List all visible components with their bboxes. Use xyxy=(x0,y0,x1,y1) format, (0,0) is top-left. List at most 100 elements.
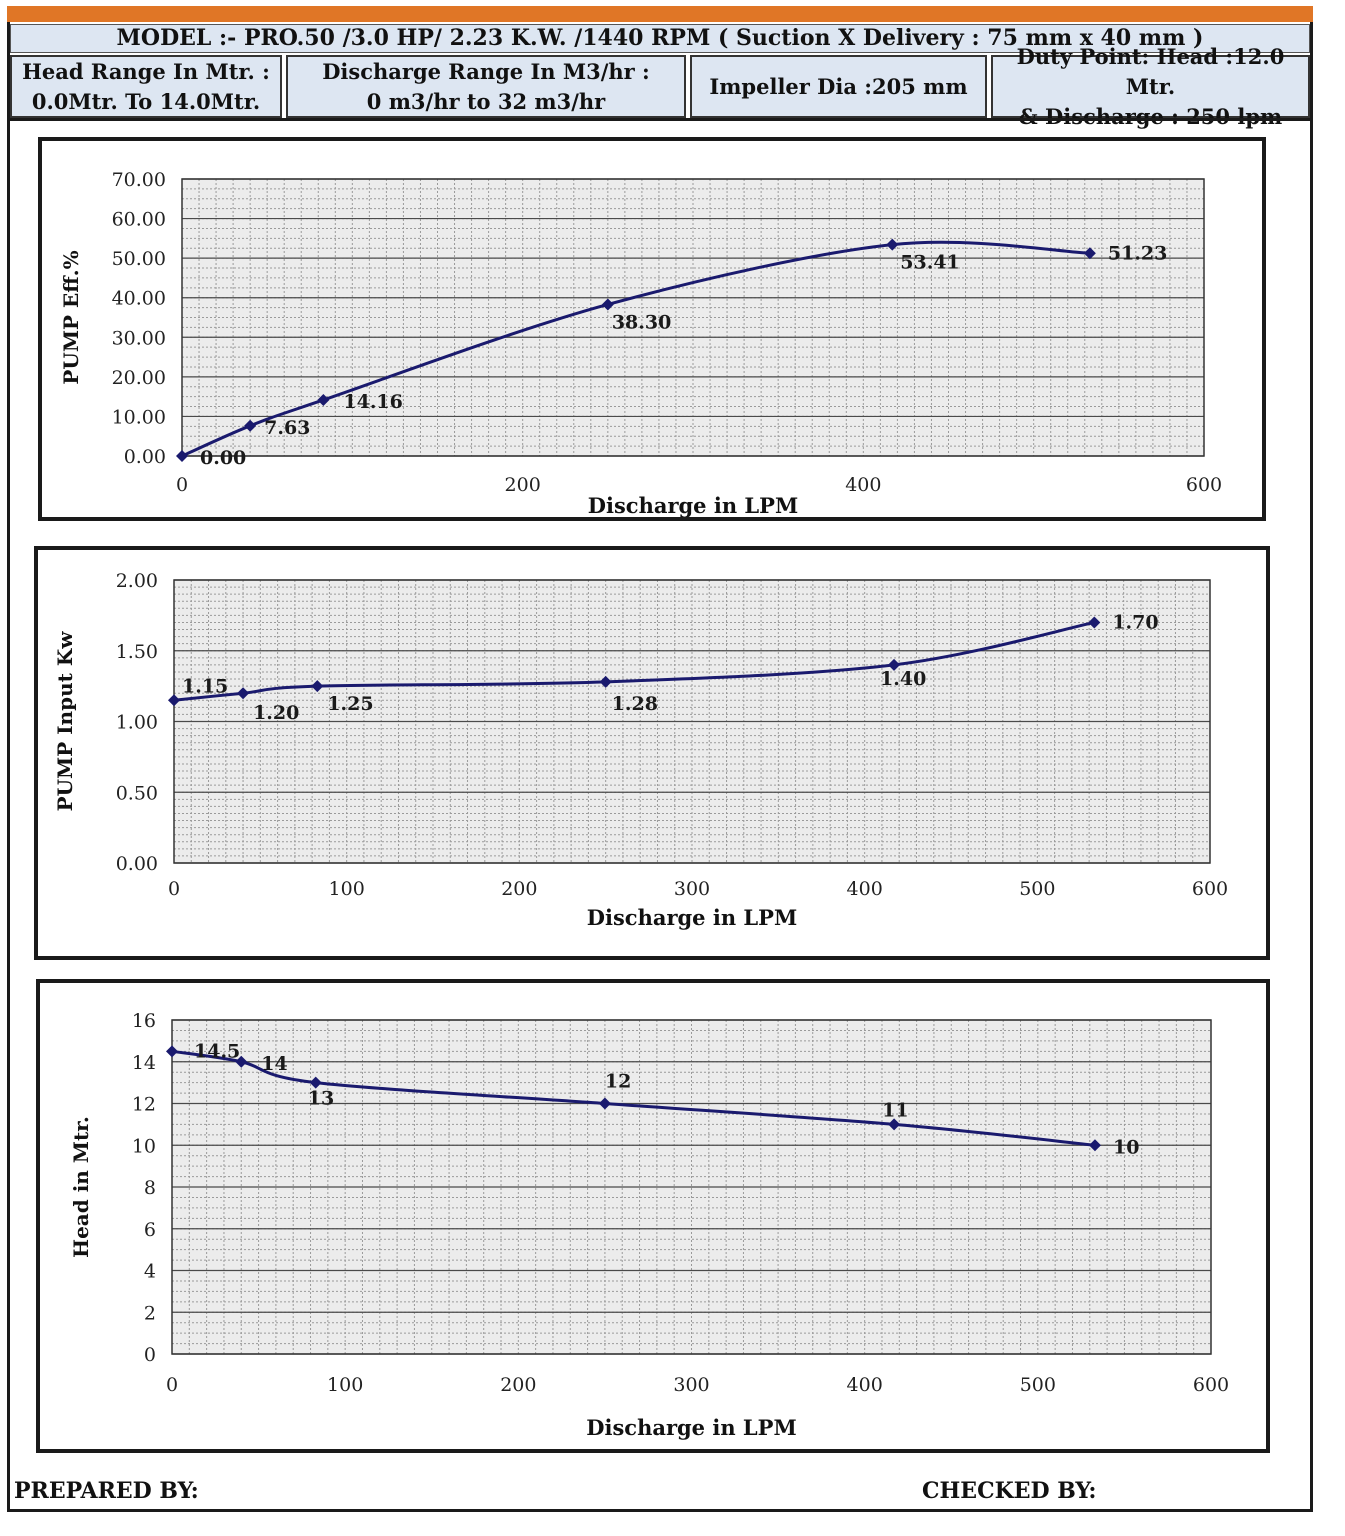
x-tick-label: 300 xyxy=(674,878,710,900)
x-tick-label: 500 xyxy=(1020,1374,1056,1396)
y-tick-label: 1.00 xyxy=(116,712,158,734)
x-tick-label: 400 xyxy=(847,878,883,900)
data-label: 51.23 xyxy=(1108,242,1168,264)
y-tick-label: 14 xyxy=(132,1052,156,1074)
data-label: 14.16 xyxy=(343,391,403,413)
data-label: 0.00 xyxy=(200,447,246,469)
x-tick-label: 600 xyxy=(1192,878,1228,900)
plot-border xyxy=(181,178,1205,457)
data-label: 14.5 xyxy=(194,1040,240,1062)
y-tick-label: 4 xyxy=(144,1261,156,1283)
data-point-marker xyxy=(176,450,188,462)
divider xyxy=(7,118,1313,121)
data-label: 1.15 xyxy=(182,675,228,697)
data-point-marker xyxy=(1083,247,1096,260)
y-tick-label: 0.00 xyxy=(124,446,166,468)
data-point-marker xyxy=(166,1045,178,1058)
page-frame xyxy=(7,6,1313,1512)
x-tick-label: 0 xyxy=(166,1374,178,1396)
x-tick-label: 200 xyxy=(500,1374,536,1396)
x-tick-label: 500 xyxy=(1019,878,1055,900)
data-point-marker xyxy=(309,1076,322,1089)
y-tick-label: 1.50 xyxy=(116,641,158,663)
y-tick-label: 6 xyxy=(144,1219,156,1241)
x-tick-label: 300 xyxy=(673,1374,709,1396)
data-point-marker xyxy=(317,393,330,406)
y-tick-label: 70.00 xyxy=(112,169,166,191)
data-point-marker xyxy=(1088,616,1101,629)
head-chart-panel: 0 2 4 6 8 10 12 14 16 0 100 200 300 400 500 600 Discharg… xyxy=(36,979,1270,1453)
data-label: 1.70 xyxy=(1112,611,1158,633)
plot-border xyxy=(173,579,1211,864)
data-point-marker xyxy=(886,238,899,251)
y-tick-label: 0.00 xyxy=(116,853,158,875)
data-point-marker xyxy=(598,1097,611,1110)
x-tick-label: 200 xyxy=(505,474,541,496)
y-tick-label: 2 xyxy=(144,1302,156,1324)
data-point-marker xyxy=(599,675,612,688)
y-tick-label: 2.00 xyxy=(116,570,158,592)
input-kw-chart-panel: 0.00 0.50 1.00 1.50 2.00 0 100 200 300 400 500 600 D… xyxy=(34,546,1270,960)
y-tick-label: 50.00 xyxy=(112,248,166,270)
y-tick-label: 16 xyxy=(132,1010,156,1032)
data-point-marker xyxy=(237,687,250,700)
data-label: 38.30 xyxy=(612,311,672,333)
plot-area xyxy=(182,179,1204,456)
y-tick-label: 10 xyxy=(132,1135,156,1157)
x-tick-label: 400 xyxy=(845,474,881,496)
y-tick-label: 10.00 xyxy=(112,406,166,428)
spec-line: & Discharge : 250 lpm xyxy=(1018,103,1283,129)
data-point-marker xyxy=(888,658,901,671)
data-label: 12 xyxy=(605,1071,631,1093)
data-label: 53.41 xyxy=(900,252,960,274)
data-point-marker xyxy=(1088,1139,1101,1152)
x-axis-title: Discharge in LPM xyxy=(588,493,798,517)
y-tick-label: 40.00 xyxy=(112,288,166,310)
x-tick-label: 0 xyxy=(168,878,180,900)
data-label: 14 xyxy=(261,1053,287,1075)
y-axis-title: PUMP Input Kw xyxy=(53,631,77,812)
x-tick-label: 200 xyxy=(501,878,537,900)
spec-line: Duty Point: Head :12.0 Mtr. xyxy=(1016,43,1285,99)
x-axis-title: Discharge in LPM xyxy=(587,905,797,930)
data-label: 1.20 xyxy=(253,702,299,724)
y-tick-label: 12 xyxy=(132,1094,156,1116)
y-tick-label: 20.00 xyxy=(112,367,166,389)
spec-line: 0.0Mtr. To 14.0Mtr. xyxy=(31,88,261,114)
data-label: 11 xyxy=(882,1099,908,1121)
spec-impeller: Impeller Dia :205 mm xyxy=(690,55,987,118)
efficiency-chart-panel: 0.00 10.00 20.00 30.00 40.00 50.00 60.00 70.00 0… xyxy=(38,137,1266,521)
y-axis-title: PUMP Eff.% xyxy=(59,250,83,384)
data-point-marker xyxy=(601,298,614,311)
x-tick-label: 600 xyxy=(1186,474,1222,496)
x-axis-title: Discharge in LPM xyxy=(586,1415,796,1440)
head-chart: 0 2 4 6 8 10 12 14 16 0 100 200 300 400 500 600 Discharg… xyxy=(69,1010,1229,1440)
x-tick-label: 0 xyxy=(176,474,188,496)
data-label: 1.40 xyxy=(880,668,926,690)
input-kw-chart: 0.00 0.50 1.00 1.50 2.00 0 100 200 300 400 500 600 D… xyxy=(53,570,1228,930)
x-tick-label: 100 xyxy=(327,1374,363,1396)
spec-line: Head Range In Mtr. : xyxy=(22,58,270,84)
spec-duty-point: Duty Point: Head :12.0 Mtr. & Discharge … xyxy=(991,44,1310,129)
data-point-marker xyxy=(244,419,257,432)
y-tick-label: 8 xyxy=(144,1177,156,1199)
spec-line: Impeller Dia :205 mm xyxy=(709,73,968,99)
y-tick-label: 30.00 xyxy=(112,327,166,349)
x-tick-label: 400 xyxy=(847,1374,883,1396)
data-label: 13 xyxy=(308,1088,334,1110)
prepared-by: PREPARED BY: xyxy=(14,1478,199,1504)
efficiency-chart: 0.00 10.00 20.00 30.00 40.00 50.00 60.00 70.00 0… xyxy=(59,169,1222,518)
data-label: 1.25 xyxy=(327,693,373,715)
y-axis-title: Head in Mtr. xyxy=(69,1116,93,1258)
spec-row: Head Range In Mtr. : 0.0Mtr. To 14.0Mtr.… xyxy=(10,44,1310,129)
y-tick-label: 60.00 xyxy=(112,209,166,231)
y-tick-label: 0.50 xyxy=(116,782,158,804)
data-label: 10 xyxy=(1113,1136,1139,1158)
y-tick-label: 0 xyxy=(144,1344,156,1366)
series-line xyxy=(171,1049,1096,1147)
accent-bar xyxy=(7,6,1313,22)
spec-line: Discharge Range In M3/hr : xyxy=(322,58,650,84)
series-line xyxy=(181,240,1090,458)
spec-head-range: Head Range In Mtr. : 0.0Mtr. To 14.0Mtr. xyxy=(10,55,282,118)
data-point-marker xyxy=(235,1055,248,1068)
